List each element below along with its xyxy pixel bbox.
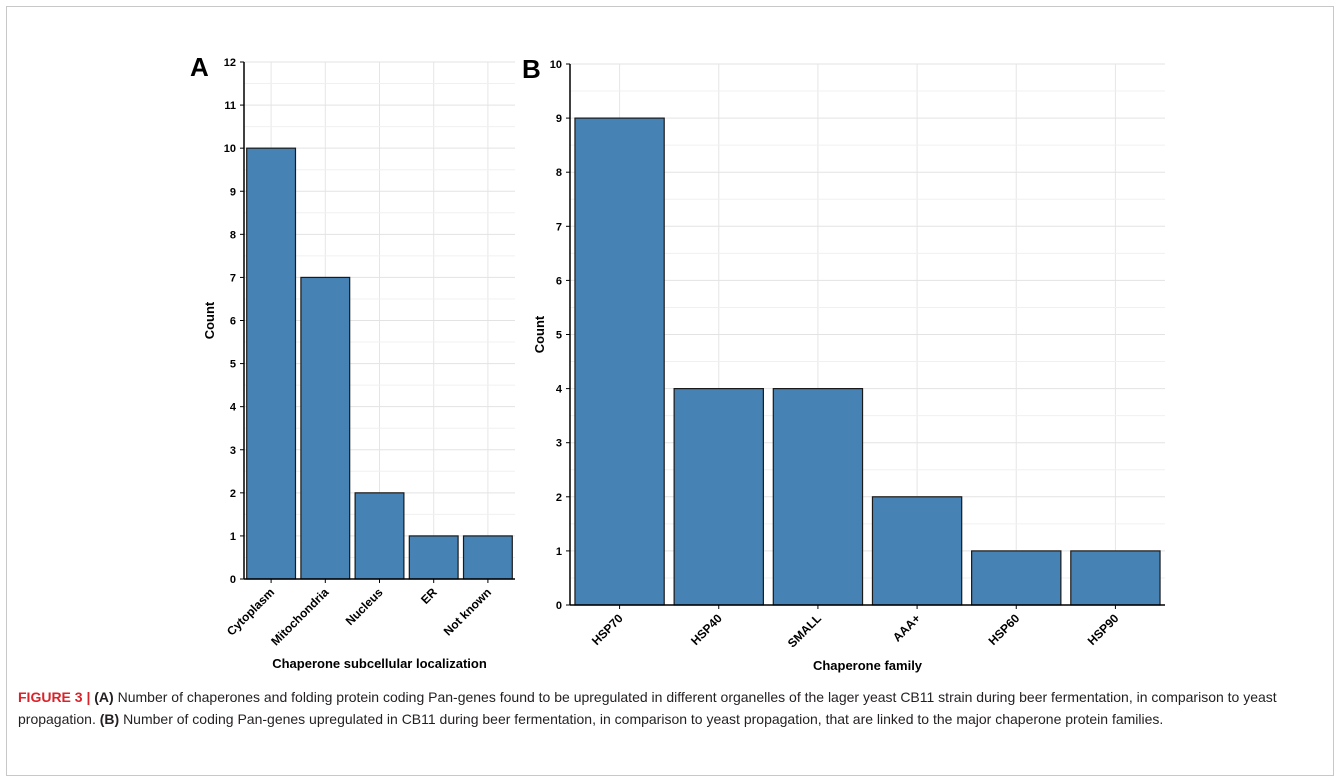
y-axis-title: Count: [202, 301, 217, 339]
y-tick-label: 3: [556, 438, 562, 450]
y-tick-label: 2: [556, 492, 562, 504]
caption-b-text: Number of coding Pan-genes upregulated i…: [123, 711, 1164, 727]
bar-small: [772, 388, 864, 606]
y-tick-label: 10: [224, 143, 236, 155]
y-tick-label: 5: [230, 359, 236, 371]
y-tick-label: 7: [230, 272, 236, 284]
x-axis-title: Chaperone family: [813, 658, 923, 673]
y-tick-label: 8: [556, 167, 562, 179]
bar-hsp70: [574, 117, 665, 606]
x-axis-title: Chaperone subcellular localization: [272, 656, 487, 671]
caption-b-marker: (B): [99, 711, 120, 727]
y-tick-label: 5: [556, 330, 562, 342]
y-tick-label: 0: [556, 600, 562, 612]
caption-a-text: Number of chaperones and folding protein…: [18, 689, 1277, 727]
bar-mitochondria: [300, 276, 351, 580]
chart-panel-b: 0 1 2 3 4 5 6 7 8 9 10 HSP70 HSP40 SMALL AAA+ HSP60 HSP9…: [522, 54, 1165, 673]
x-tick-label: AAA+: [890, 611, 923, 644]
panel-label: B: [522, 54, 541, 84]
y-tick-label: 10: [550, 59, 562, 71]
x-tick-label: Mitochondria: [268, 585, 331, 648]
y-tick-label: 7: [556, 221, 562, 233]
caption-a-marker: (A): [94, 689, 114, 705]
y-tick-label: 0: [230, 574, 236, 586]
figure-caption: FIGURE 3 | (A) Number of chaperones and …: [18, 686, 1318, 730]
y-tick-label: 3: [230, 445, 236, 457]
y-tick-label: 4: [230, 402, 237, 414]
y-tick-label: 1: [230, 531, 236, 543]
bar-aaa-: [871, 496, 963, 606]
bar-nucleus: [354, 492, 405, 580]
y-tick-label: 4: [556, 384, 563, 396]
y-tick-label: 2: [230, 488, 236, 500]
y-tick-label: 6: [230, 316, 236, 328]
bar-hsp90: [1070, 550, 1161, 606]
x-tick-label: ER: [418, 585, 440, 607]
bar-hsp60: [971, 550, 1062, 606]
x-tick-label: HSP40: [688, 611, 725, 648]
figure-frame: [6, 6, 1334, 776]
x-tick-label: HSP90: [1085, 611, 1122, 648]
bar-not-known: [462, 535, 513, 580]
panel-label: A: [190, 52, 209, 82]
x-tick-label: Not known: [441, 585, 494, 638]
bar-hsp40: [673, 388, 764, 606]
x-tick-label: Cytoplasm: [224, 585, 277, 638]
x-tick-label: Nucleus: [343, 585, 386, 628]
y-tick-label: 11: [224, 100, 236, 112]
x-tick-label: SMALL: [785, 611, 824, 650]
y-tick-label: 8: [230, 229, 236, 241]
y-axis-title: Count: [532, 315, 547, 353]
bar-cytoplasm: [246, 147, 297, 580]
y-tick-label: 6: [556, 275, 562, 287]
y-tick-label: 1: [556, 546, 562, 558]
x-tick-label: HSP60: [986, 611, 1023, 648]
figure-caption-label: FIGURE 3 |: [18, 689, 91, 705]
y-tick-label: 9: [230, 186, 236, 198]
bar-er: [408, 535, 459, 580]
y-tick-label: 9: [556, 113, 562, 125]
x-tick-label: HSP70: [589, 611, 626, 648]
y-tick-label: 12: [224, 57, 236, 69]
